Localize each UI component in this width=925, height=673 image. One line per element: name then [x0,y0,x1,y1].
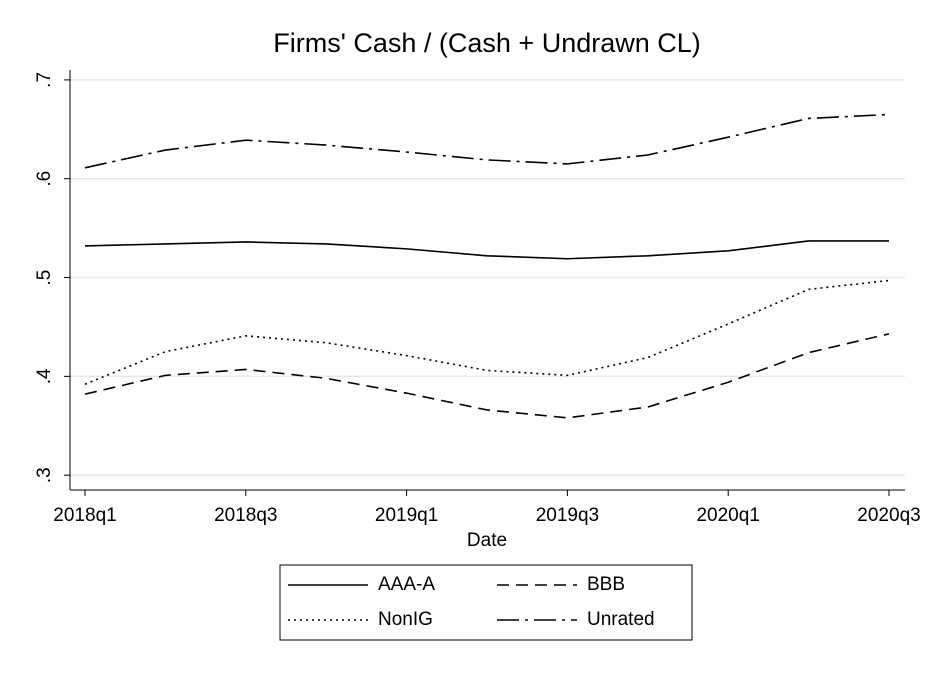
data-line [84,279,890,386]
chart-title: Firms' Cash / (Cash + Undrawn CL) [273,28,701,58]
y-tick-label: .7 [34,72,55,88]
legend-label: Unrated [587,609,655,630]
data-line [84,333,890,419]
x-tick-label: 2018q1 [53,505,116,526]
x-tick-label: 2020q1 [696,505,759,526]
y-tick-label: .5 [34,270,55,286]
y-tick-label: .3 [34,467,55,483]
x-tick-label: 2018q3 [214,505,277,526]
x-tick-label: 2019q3 [536,505,599,526]
legend-box [279,564,693,641]
x-tick-label: 2019q1 [375,505,438,526]
legend-label: AAA-A [378,574,435,595]
x-axis-label: Date [467,530,507,551]
x-tick-label: 2020q3 [857,505,920,526]
data-line [84,240,889,260]
legend-label: BBB [587,574,625,595]
y-tick-label: .4 [34,368,55,384]
y-tick-label: .6 [34,171,55,187]
legend-label: NonIG [378,609,433,630]
data-line [84,113,890,169]
